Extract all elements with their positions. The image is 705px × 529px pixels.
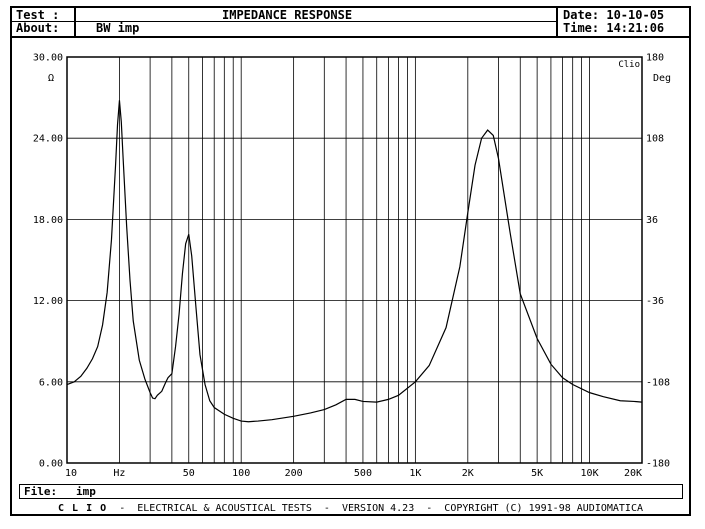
x-tick-label: 50 <box>183 468 195 478</box>
file-label: File: <box>24 485 58 498</box>
y-tick-label: 30.00 <box>33 53 63 64</box>
y2-tick-label: 180 <box>646 53 664 64</box>
file-value: imp <box>76 485 96 498</box>
y-tick-label: 0.00 <box>39 459 63 470</box>
impedance-chart: 0.00 6.00 12.00 18.00 24.00 30.00 -180 -108 -36… <box>33 53 671 479</box>
y-tick-label: 12.00 <box>33 296 63 307</box>
about-value: BW imp <box>96 21 140 35</box>
header-row-divider <box>12 21 556 22</box>
date-label: Date: 10-10-05 <box>563 8 665 22</box>
x-tick-label: 1K <box>409 468 421 478</box>
clio-window: Test : About: BW imp IMPEDANCE RESPONSE … <box>10 6 691 516</box>
y2-tick-label: -108 <box>646 377 670 388</box>
y-axis-labels: 0.00 6.00 12.00 18.00 24.00 30.00 <box>33 53 63 470</box>
test-label: Test : <box>16 8 60 22</box>
x-tick-label: Hz <box>113 468 125 478</box>
y2-tick-label: -180 <box>646 459 670 470</box>
footer-text: ELECTRICAL & ACOUSTICAL TESTS - VERSION … <box>137 503 643 514</box>
x-tick-label: 10 <box>65 468 77 478</box>
chart-title: IMPEDANCE RESPONSE <box>222 8 353 22</box>
footer-dash: - <box>107 503 138 514</box>
chart-grid <box>67 57 642 463</box>
impedance-curve <box>66 100 643 423</box>
x-tick-label: 200 <box>285 468 303 478</box>
x-axis-labels: 10 Hz 50 100 200 500 1K 2K 5K 10K 20K <box>65 468 642 478</box>
x-tick-label: 100 <box>232 468 250 478</box>
y-tick-label: 24.00 <box>33 134 63 145</box>
x-tick-label: 2K <box>462 468 474 478</box>
y-tick-label: 18.00 <box>33 215 63 226</box>
x-tick-label: 5K <box>531 468 543 478</box>
footer-bar: C L I O - ELECTRICAL & ACOUSTICAL TESTS … <box>12 502 689 516</box>
header-divider <box>74 8 76 36</box>
y2-tick-label: -36 <box>646 296 664 307</box>
about-label: About: <box>16 21 60 35</box>
y2-tick-label: 36 <box>646 215 658 226</box>
y-axis-unit: Ω <box>48 73 54 84</box>
footer-brand: C L I O <box>58 503 108 514</box>
plot-border <box>66 56 643 464</box>
header-divider <box>556 8 558 36</box>
y2-tick-label: 108 <box>646 134 664 145</box>
header-bar: Test : About: BW imp IMPEDANCE RESPONSE … <box>12 8 689 38</box>
x-tick-label: 500 <box>354 468 372 478</box>
y2-axis-unit: Deg <box>653 73 671 84</box>
x-tick-label: 20K <box>624 468 642 478</box>
x-tick-label: 10K <box>581 468 599 478</box>
y-tick-label: 6.00 <box>39 377 63 388</box>
time-label: Time: 14:21:06 <box>563 21 665 35</box>
y2-axis-labels: -180 -108 -36 36 108 180 <box>646 53 670 470</box>
clio-tag: Clio <box>618 60 640 70</box>
file-box: File: imp <box>19 484 683 499</box>
